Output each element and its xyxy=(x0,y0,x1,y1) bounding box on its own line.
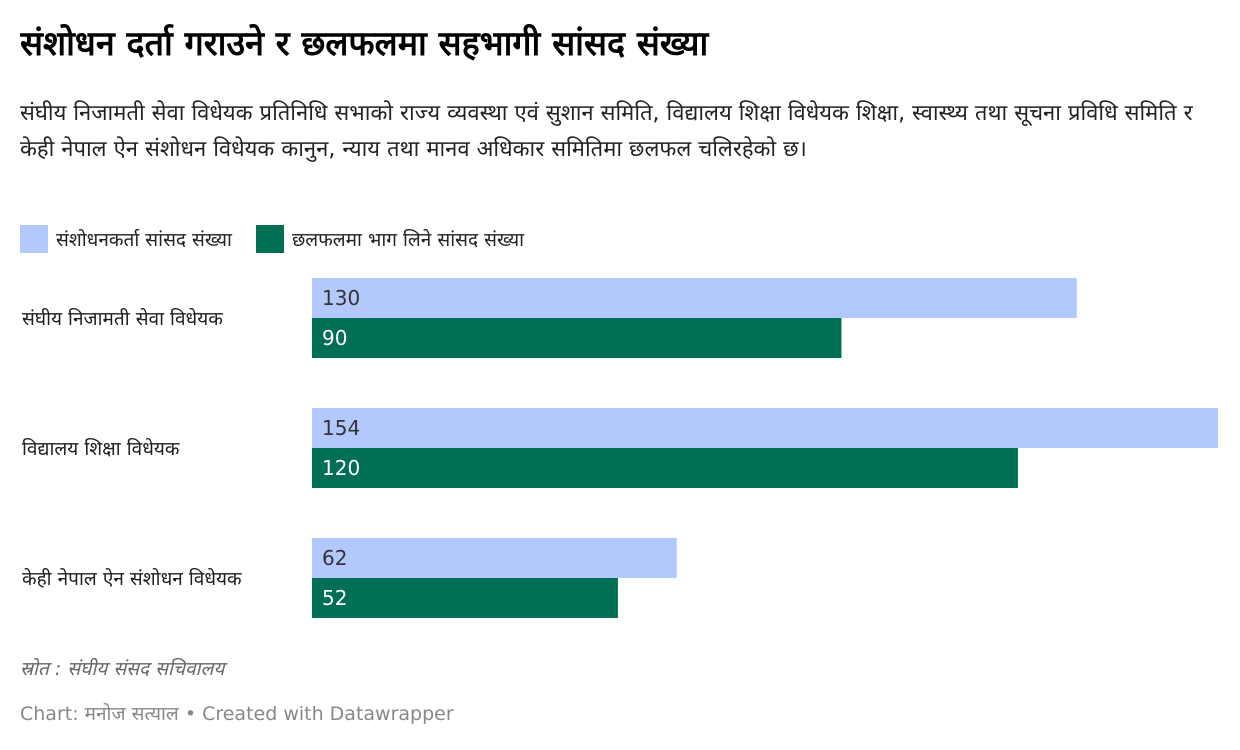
legend-label-series-2: छलफलमा भाग लिने सांसद संख्या xyxy=(291,229,525,251)
bar-series-1 xyxy=(312,408,1218,448)
legend-item-series-1: संशोधनकर्ता सांसद संख्या xyxy=(20,225,232,253)
category-label: केही नेपाल ऐन संशोधन विधेयक xyxy=(22,567,242,590)
bar-series-1 xyxy=(312,538,677,578)
bar-chart: संघीय निजामती सेवा विधेयक 130 90 विद्यालय श… xyxy=(22,278,1218,618)
bar-series-1 xyxy=(312,278,1077,318)
bar-series-2 xyxy=(312,318,842,358)
bar-series-2 xyxy=(312,578,618,618)
bar-series-2 xyxy=(312,448,1018,488)
bar-value-label: 90 xyxy=(322,326,347,350)
category-label: संघीय निजामती सेवा विधेयक xyxy=(22,307,223,330)
bar-value-label: 130 xyxy=(322,286,360,310)
chart-credit: Chart: मनोज सत्याल • Created with Datawr… xyxy=(20,703,454,725)
source-note: स्रोत : संघीय संसद सचिवालय xyxy=(20,658,225,680)
legend-swatch-series-2 xyxy=(255,225,284,253)
bar-value-label: 62 xyxy=(322,546,347,570)
bar-value-label: 120 xyxy=(322,456,360,480)
bar-value-label: 154 xyxy=(322,416,360,440)
legend-swatch-series-1 xyxy=(20,225,48,253)
category-label: विद्यालय शिक्षा विधेयक xyxy=(22,437,180,460)
bar-value-label: 52 xyxy=(322,586,347,610)
chart-subtitle: संघीय निजामती सेवा विधेयक प्रतिनिधि सभाक… xyxy=(20,101,1193,162)
legend: संशोधनकर्ता सांसद संख्या छलफलमा भाग लिने… xyxy=(20,224,548,254)
chart-title: संशोधन दर्ता गराउने र छलफलमा सहभागी सांस… xyxy=(20,24,709,64)
legend-item-series-2: छलफलमा भाग लिने सांसद संख्या xyxy=(255,225,525,253)
legend-label-series-1: संशोधनकर्ता सांसद संख्या xyxy=(56,229,232,251)
chart-area: संघीय निजामती सेवा विधेयक 130 90 विद्यालय श… xyxy=(0,270,1240,630)
